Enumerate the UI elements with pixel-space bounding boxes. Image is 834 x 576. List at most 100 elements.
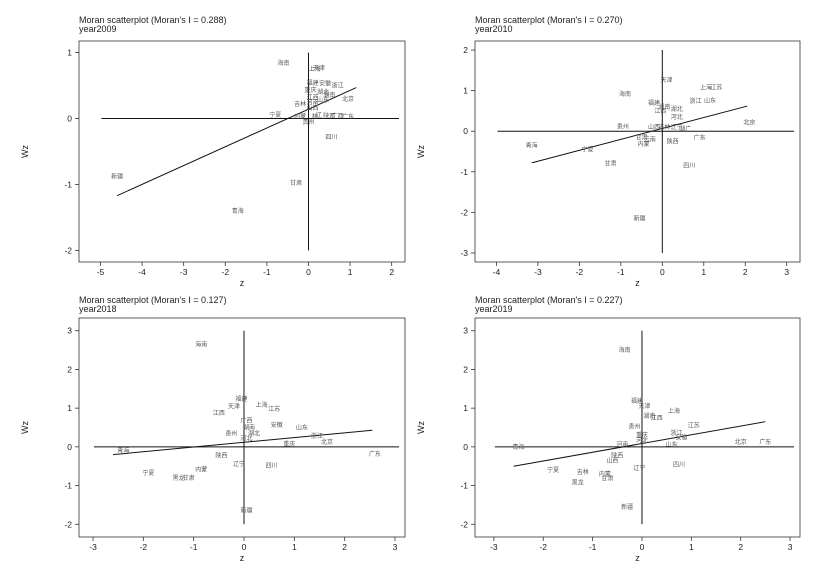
chart-subtitle: year2018 bbox=[79, 304, 117, 314]
point-label: 江西 bbox=[654, 108, 666, 115]
point-label: 重庆 bbox=[636, 431, 648, 439]
y-tick-label: -1 bbox=[64, 179, 72, 189]
point-label: 宁夏 bbox=[269, 111, 281, 119]
x-tick-label: -2 bbox=[221, 267, 229, 277]
point-label: 河北 bbox=[636, 437, 648, 445]
point-label: 四川 bbox=[325, 134, 337, 141]
point-label: 河南 bbox=[616, 441, 628, 449]
x-axis-label: z bbox=[635, 553, 640, 563]
point-label: 黑龙 bbox=[173, 474, 185, 482]
point-label: 浙江 bbox=[671, 429, 683, 437]
point-label: 陕西 bbox=[667, 137, 679, 145]
point-label: 宁夏 bbox=[547, 466, 559, 474]
plot-frame bbox=[474, 40, 801, 263]
point-label: 四川 bbox=[266, 462, 278, 469]
y-tick-label: 2 bbox=[463, 45, 468, 55]
point-label: 江苏 bbox=[688, 422, 700, 430]
point-label: 上海 bbox=[256, 401, 268, 409]
point-label: 辽 bbox=[316, 111, 322, 119]
y-tick-label: 1 bbox=[463, 403, 468, 413]
x-tick-label: 2 bbox=[389, 267, 394, 277]
y-tick-label: 0 bbox=[463, 126, 468, 136]
point-label: 青海 bbox=[526, 141, 538, 149]
point-label: 湖北 bbox=[671, 105, 683, 113]
point-label: 吉林 bbox=[294, 100, 306, 108]
point-label: 新疆 bbox=[241, 507, 253, 515]
y-tick-label: -2 bbox=[460, 519, 468, 529]
point-label: 黑龙 bbox=[572, 478, 584, 486]
x-axis-label: z bbox=[635, 278, 640, 288]
point-label: 甘肃 bbox=[636, 133, 648, 141]
point-label: 江西 bbox=[213, 410, 225, 417]
x-tick-label: 2 bbox=[738, 542, 743, 552]
y-tick-label: -1 bbox=[64, 481, 72, 491]
point-label: 福建 bbox=[631, 397, 643, 405]
point-label: 辽宁 bbox=[671, 123, 683, 131]
y-tick-label: 3 bbox=[463, 326, 468, 336]
point-label: 福建 bbox=[648, 99, 660, 107]
x-tick-label: -1 bbox=[589, 542, 597, 552]
point-label: 内蒙 bbox=[638, 140, 650, 148]
point-label: 贵州 bbox=[629, 423, 641, 431]
point-label: 海南 bbox=[278, 59, 290, 67]
point-label: 安徽 bbox=[271, 421, 283, 429]
x-tick-label: 1 bbox=[701, 267, 706, 277]
plot-frame bbox=[474, 317, 801, 538]
x-tick-label: -1 bbox=[617, 267, 625, 277]
x-tick-label: 3 bbox=[393, 542, 398, 552]
point-label: 重庆 bbox=[305, 86, 317, 94]
point-label: 云南 bbox=[644, 135, 656, 143]
x-axis-label: z bbox=[240, 278, 245, 288]
point-label: 江西 bbox=[307, 94, 319, 101]
point-label: 新疆 bbox=[111, 173, 123, 181]
point-label: 北京 bbox=[735, 438, 747, 446]
point-label: 海南 bbox=[619, 346, 631, 354]
point-label: 湖南 bbox=[323, 91, 335, 99]
panel-year2019: Moran scatterplot (Moran's I = 0.227)yea… bbox=[416, 295, 801, 563]
fit-line bbox=[531, 105, 748, 164]
point-label: 湖南 bbox=[243, 424, 255, 432]
point-label: 青海 bbox=[513, 443, 525, 451]
y-axis-label: Wz bbox=[416, 145, 426, 158]
point-label: 安徽 bbox=[675, 434, 687, 442]
x-tick-label: 2 bbox=[743, 267, 748, 277]
point-label: 陕西 bbox=[611, 451, 623, 459]
fit-line bbox=[113, 429, 373, 456]
chart-title: Moran scatterplot (Moran's I = 0.227) bbox=[475, 295, 623, 305]
point-label: 重庆 bbox=[283, 440, 295, 448]
x-tick-label: 0 bbox=[306, 267, 311, 277]
x-tick-label: -5 bbox=[97, 267, 105, 277]
point-label: 天津 bbox=[228, 404, 240, 411]
point-label: 贵州 bbox=[302, 118, 314, 126]
point-label: 广西 bbox=[241, 417, 253, 425]
x-tick-label: -3 bbox=[89, 542, 97, 552]
point-label: 四川 bbox=[683, 163, 695, 170]
y-axis-label: Wz bbox=[20, 145, 30, 158]
point-label: 陕西 bbox=[215, 451, 227, 459]
point-label: 宁夏 bbox=[142, 469, 154, 477]
point-label: 上海 bbox=[700, 83, 712, 91]
x-tick-label: -3 bbox=[180, 267, 188, 277]
point-label: 山西 bbox=[307, 104, 319, 112]
point-label: 陕西 bbox=[323, 112, 335, 120]
point-label: 江苏 bbox=[710, 83, 722, 91]
point-label: 安徽 bbox=[319, 80, 331, 88]
point-label: 内蒙 bbox=[195, 465, 207, 473]
point-label: 福建 bbox=[235, 395, 247, 403]
x-tick-label: -3 bbox=[534, 267, 542, 277]
point-label: 江苏 bbox=[268, 405, 280, 413]
chart-title: Moran scatterplot (Moran's I = 0.127) bbox=[79, 295, 227, 305]
point-label: 广东 bbox=[694, 133, 706, 141]
x-tick-label: -1 bbox=[190, 542, 198, 552]
point-label: 湖南 bbox=[658, 103, 670, 111]
point-label: 上海 bbox=[668, 407, 680, 415]
point-label: 内蒙 bbox=[294, 113, 306, 121]
y-tick-label: 0 bbox=[463, 442, 468, 452]
x-tick-label: -1 bbox=[263, 267, 271, 277]
point-label: 广东 bbox=[342, 113, 354, 121]
point-label: 北京 bbox=[342, 95, 354, 103]
y-tick-label: 2 bbox=[463, 364, 468, 374]
panel-year2009: Moran scatterplot (Moran's I = 0.288)yea… bbox=[20, 15, 406, 288]
point-label: 青海 bbox=[117, 447, 129, 455]
x-tick-label: -4 bbox=[138, 267, 146, 277]
